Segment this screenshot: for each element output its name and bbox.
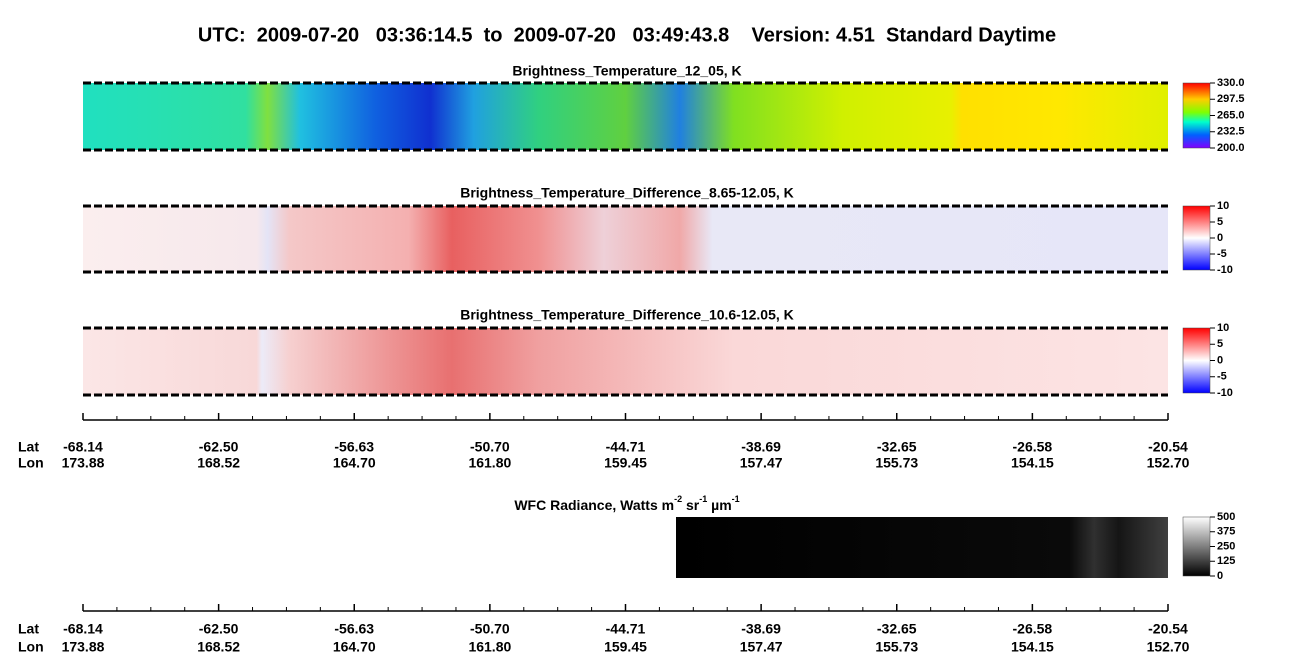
- panel-title: WFC Radiance, Watts m-2 sr-1 µm-1: [514, 494, 739, 512]
- lon-value: 155.73: [875, 455, 918, 471]
- colorbar-label: 0: [1217, 232, 1223, 244]
- colorbar-label: 500: [1217, 511, 1235, 523]
- lon-value: 164.70: [333, 455, 376, 471]
- lat-value: -56.63: [334, 621, 374, 637]
- colorbar-label: 297.5: [1217, 93, 1245, 105]
- colorbar: [1182, 82, 1211, 149]
- lat-value: -20.54: [1148, 439, 1188, 455]
- lon-value: 159.45: [604, 639, 647, 655]
- panel-title: Brightness_Temperature_12_05, K: [512, 63, 741, 79]
- colorbar-label: 125: [1217, 555, 1235, 567]
- lat-value: -68.14: [63, 439, 103, 455]
- lat-value: -44.71: [606, 621, 646, 637]
- lon-value: 155.73: [875, 639, 918, 655]
- lat-value: -38.69: [741, 439, 781, 455]
- lat-label: Lat: [18, 621, 39, 637]
- lat-value: -26.58: [1013, 621, 1053, 637]
- lon-value: 152.70: [1147, 455, 1190, 471]
- lon-value: 159.45: [604, 455, 647, 471]
- lon-value: 161.80: [468, 639, 511, 655]
- image-strip: [676, 517, 1168, 578]
- colorbar-label: 375: [1217, 526, 1235, 538]
- lon-label: Lon: [18, 639, 44, 655]
- image-strip: [83, 328, 1168, 395]
- colorbar-label: -5: [1217, 248, 1227, 260]
- lon-value: 173.88: [62, 455, 105, 471]
- lon-value: 168.52: [197, 455, 240, 471]
- colorbar-label: 10: [1217, 200, 1229, 212]
- lat-value: -38.69: [741, 621, 781, 637]
- panel-title: Brightness_Temperature_Difference_8.65-1…: [460, 185, 794, 201]
- title-part: sr: [682, 497, 700, 513]
- colorbar-label: -5: [1217, 371, 1227, 383]
- image-strip: [83, 83, 1168, 150]
- colorbar-label: 200.0: [1217, 142, 1245, 154]
- lat-value: -26.58: [1013, 439, 1053, 455]
- lat-value: -32.65: [877, 621, 917, 637]
- lon-value: 168.52: [197, 639, 240, 655]
- superscript: -2: [674, 494, 682, 504]
- lat-value: -68.14: [63, 621, 103, 637]
- lat-value: -44.71: [606, 439, 646, 455]
- superscript: -1: [732, 494, 740, 504]
- title-part: µm: [707, 497, 731, 513]
- colorbar-label: 10: [1217, 322, 1229, 334]
- colorbar-label: 265.0: [1217, 109, 1245, 121]
- colorbar-label: 232.5: [1217, 126, 1245, 138]
- lat-value: -62.50: [199, 439, 239, 455]
- lon-value: 173.88: [62, 639, 105, 655]
- colorbar-label: 330.0: [1217, 77, 1245, 89]
- colorbar-label: -10: [1217, 387, 1233, 399]
- panel-title: Brightness_Temperature_Difference_10.6-1…: [460, 307, 794, 323]
- image-strip: [83, 206, 1168, 272]
- lat-value: -50.70: [470, 621, 510, 637]
- colorbar: [1182, 205, 1211, 271]
- lon-value: 154.15: [1011, 455, 1054, 471]
- lat-value: -32.65: [877, 439, 917, 455]
- colorbar-label: 0: [1217, 354, 1223, 366]
- colorbar: [1182, 327, 1211, 394]
- lat-value: -20.54: [1148, 621, 1188, 637]
- colorbar-label: 0: [1217, 570, 1223, 582]
- lon-label: Lon: [18, 455, 44, 471]
- lat-value: -62.50: [199, 621, 239, 637]
- colorbar: [1182, 516, 1211, 577]
- lon-value: 152.70: [1147, 639, 1190, 655]
- colorbar-label: -10: [1217, 264, 1233, 276]
- lat-value: -56.63: [334, 439, 374, 455]
- title: UTC: 2009-07-20 03:36:14.5 to 2009-07-20…: [198, 24, 1056, 46]
- lon-value: 164.70: [333, 639, 376, 655]
- title-part: WFC Radiance, Watts m: [514, 497, 674, 513]
- colorbar-label: 5: [1217, 216, 1223, 228]
- lon-value: 161.80: [468, 455, 511, 471]
- superscript: -1: [699, 494, 707, 504]
- lon-value: 157.47: [740, 455, 783, 471]
- lon-value: 157.47: [740, 639, 783, 655]
- lat-label: Lat: [18, 439, 39, 455]
- lat-value: -50.70: [470, 439, 510, 455]
- colorbar-label: 250: [1217, 540, 1235, 552]
- lon-value: 154.15: [1011, 639, 1054, 655]
- colorbar-label: 5: [1217, 338, 1223, 350]
